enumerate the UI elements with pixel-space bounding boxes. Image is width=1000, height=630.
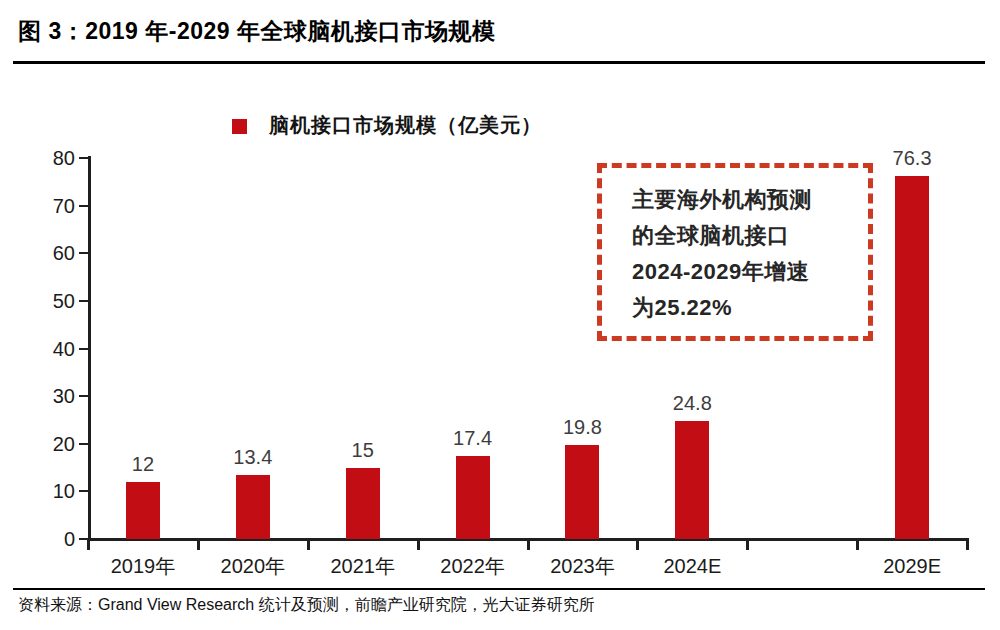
y-tick (79, 348, 88, 350)
bar-value-label: 24.8 (652, 392, 732, 414)
bar (565, 445, 599, 539)
y-tick-label: 80 (35, 147, 75, 169)
y-axis-line (88, 156, 91, 541)
y-tick (79, 157, 88, 159)
y-tick (79, 252, 88, 254)
x-tick (307, 540, 310, 550)
y-tick-label: 60 (35, 242, 75, 264)
bar-value-label: 76.3 (872, 147, 952, 169)
x-tick-label: 2022年 (418, 553, 528, 579)
y-tick (79, 395, 88, 397)
bar (236, 475, 270, 539)
bar (126, 482, 160, 539)
y-tick-label: 30 (35, 385, 75, 407)
source-note: 资料来源：Grand View Research 统计及预测，前瞻产业研究院，光… (18, 595, 595, 616)
y-tick-label: 50 (35, 290, 75, 312)
x-tick-label: 2024E (637, 553, 747, 579)
x-tick (856, 540, 859, 550)
x-tick-label: 2019年 (88, 553, 198, 579)
y-tick-label: 10 (35, 480, 75, 502)
x-tick-label: 2020年 (198, 553, 308, 579)
x-tick (966, 540, 969, 550)
x-tick-label: 2023年 (527, 553, 637, 579)
y-tick (79, 443, 88, 445)
x-tick (746, 540, 749, 550)
x-tick (636, 540, 639, 550)
y-tick (79, 205, 88, 207)
bar-value-label: 17.4 (433, 427, 513, 449)
bar-value-label: 12 (103, 453, 183, 475)
x-tick-label: 2021年 (308, 553, 418, 579)
bar-value-label: 15 (323, 439, 403, 461)
y-tick-label: 70 (35, 195, 75, 217)
y-tick-label: 20 (35, 433, 75, 455)
y-tick-label: 0 (35, 528, 75, 550)
annotation-box: 主要海外机构预测 的全球脑机接口 2024-2029年增速 为25.22% (597, 163, 873, 341)
bar (675, 421, 709, 539)
bar (346, 468, 380, 539)
x-tick (417, 540, 420, 550)
annotation-text: 主要海外机构预测 的全球脑机接口 2024-2029年增速 为25.22% (632, 182, 812, 326)
bar-value-label: 13.4 (213, 446, 293, 468)
report-figure: 图 3：2019 年-2029 年全球脑机接口市场规模 脑机接口市场规模（亿美元… (0, 0, 1000, 630)
source-divider (13, 588, 985, 590)
y-tick (79, 490, 88, 492)
y-tick-label: 40 (35, 338, 75, 360)
y-tick (79, 300, 88, 302)
bar-value-label: 19.8 (542, 416, 622, 438)
bar (456, 456, 490, 539)
x-tick (197, 540, 200, 550)
x-tick (527, 540, 530, 550)
x-tick-label: 2029E (857, 553, 967, 579)
bar (895, 176, 929, 539)
x-tick (87, 540, 90, 550)
